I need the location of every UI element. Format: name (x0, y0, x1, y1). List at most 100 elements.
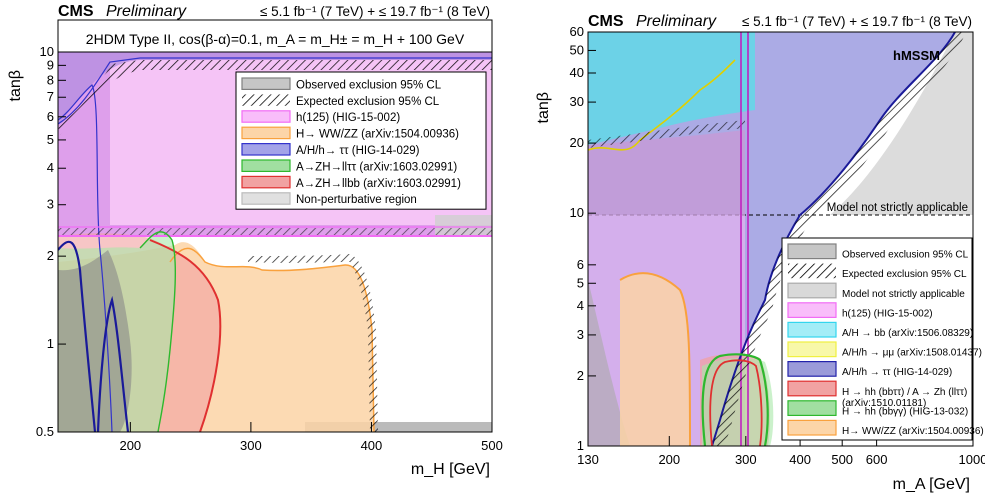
right-legend-label-2: (arXiv:1510.01181) (842, 398, 926, 409)
left-y-tick-label: 1 (47, 336, 54, 351)
left-legend-swatch (241, 126, 291, 140)
left-legend-swatch (242, 94, 290, 106)
right-y-label: tanβ (535, 92, 552, 123)
right-y-tick-label: 30 (570, 94, 584, 109)
left-expected-h125 (58, 228, 492, 236)
left-region-observed (58, 250, 132, 432)
left-x-tick-label: 400 (361, 438, 383, 453)
right-legend-swatch (787, 321, 837, 338)
left-legend-label: A→ZH→llττ (arXiv:1603.02991) (296, 161, 457, 173)
right-plot-regions (588, 32, 973, 446)
left-legend-label: H→ WW/ZZ (arXiv:1504.00936) (296, 129, 459, 141)
right-y-tick-label: 60 (570, 24, 584, 39)
left-curve-tautau-low (58, 240, 130, 432)
right-region-h125-upper (588, 130, 745, 215)
left-legend-swatch (241, 175, 291, 189)
left-curve-tautau-top (58, 57, 492, 125)
right-frame (587, 31, 974, 447)
right-y-tick-label: 6 (577, 257, 584, 272)
right-x-label: m_A [GeV] (893, 476, 970, 493)
right-y-tick-label: 20 (570, 135, 584, 150)
right-curve-hh-red (709, 359, 763, 446)
right-region-bb (588, 32, 755, 145)
right-curve-wwzz (619, 272, 691, 446)
left-x-tick-label: 300 (240, 438, 262, 453)
right-x-tick-label: 300 (735, 452, 757, 467)
left-subtitle: 2HDM Type II, cos(β-α)=0.1, m_A = m_H± =… (86, 31, 465, 47)
left-legend-swatch (241, 77, 291, 90)
left-legend-label: Non-perturbative region (296, 194, 417, 206)
left-y-tick-label: 4 (47, 160, 54, 175)
left-preliminary-label: Preliminary (106, 3, 187, 20)
right-legend-swatch (788, 263, 836, 279)
right-y-tick-label: 10 (570, 205, 584, 220)
right-legend-swatch (787, 361, 837, 377)
right-x-tick-label: 1000 (959, 452, 985, 467)
right-y-tick-label: 4 (577, 298, 584, 313)
left-y-tick-label: 5 (47, 132, 54, 147)
right-curve-hh (701, 353, 769, 446)
left-legend-swatch (241, 110, 291, 123)
right-y-tick-label: 5 (577, 275, 584, 290)
right-y-ticks: 1 2 3 4 5 6 10 20 30 40 50 60 (570, 24, 596, 453)
left-x-tick-label: 500 (481, 438, 503, 453)
left-region-tautau (58, 52, 492, 125)
right-model-note: Model not strictly applicable (827, 202, 968, 214)
left-legend-label: A→ZH→llbb (arXiv:1603.02991) (296, 178, 461, 190)
left-x-label: m_H [GeV] (411, 461, 490, 478)
left-x-ticks: 200 300 400 500 (119, 422, 503, 453)
right-legend-label: A/H → bb (arXiv:1506.08329) (842, 328, 973, 339)
left-legend-swatch (241, 192, 291, 205)
right-scenario-label: hMSSM (893, 48, 940, 63)
left-frame (57, 19, 493, 433)
left-y-tick-label: 2 (47, 248, 54, 263)
right-x-tick-label: 400 (789, 452, 811, 467)
left-curve-lltautau (139, 231, 177, 432)
right-curve-mumu (588, 59, 736, 151)
left-legend: Observed exclusion 95% CL Expected exclus… (235, 71, 487, 210)
right-cms-label: CMS (588, 13, 624, 30)
right-legend: Observed exclusion 95% CL Expected exclus… (781, 237, 984, 441)
right-legend-label: Observed exclusion 95% CL (842, 250, 969, 261)
left-legend-swatch (241, 159, 291, 172)
left-y-tick-label: 6 (47, 109, 54, 124)
right-legend-swatch (787, 282, 837, 299)
left-y-tick-label: 0.5 (36, 424, 54, 439)
right-region-model-low (588, 280, 630, 446)
right-legend-label: A/H/h → ττ (HIG-14-029) (842, 367, 952, 378)
left-lumi-label: ≤ 5.1 fb⁻¹ (7 TeV) + ≤ 19.7 fb⁻¹ (8 TeV) (260, 4, 490, 19)
left-legend-label: h(125) (HIG-15-002) (296, 112, 400, 124)
right-region-wwzz (620, 273, 690, 446)
right-legend-label: Model not strictly applicable (842, 289, 965, 300)
right-region-model (830, 32, 973, 215)
left-cms-label: CMS (58, 3, 94, 20)
left-legend-swatch (241, 143, 291, 156)
left-y-tick-label: 10 (40, 44, 54, 59)
left-x-tick-label: 200 (119, 438, 141, 453)
right-chart: 1 2 3 4 5 6 10 20 30 40 50 60 130 200 300 400 500 600 100… (535, 13, 985, 493)
right-legend-swatch (787, 302, 837, 318)
right-x-tick-label: 600 (866, 452, 888, 467)
right-legend-swatch (787, 419, 837, 436)
right-legend-swatch (787, 243, 837, 260)
left-curve-llbb (149, 239, 222, 432)
right-legend-label: A/H/h → μμ (arXiv:1508.01437) (842, 348, 982, 359)
left-y-tick-label: 8 (47, 72, 54, 87)
right-legend-swatch (787, 400, 837, 416)
right-y-tick-label: 2 (577, 368, 584, 383)
right-x-tick-label: 500 (831, 452, 853, 467)
left-legend-label: Observed exclusion 95% CL (296, 79, 442, 91)
right-legend-label: h(125) (HIG-15-002) (842, 308, 933, 319)
right-legend-swatch (787, 380, 837, 397)
left-y-tick-label: 9 (47, 57, 54, 72)
right-lumi-label: ≤ 5.1 fb⁻¹ (7 TeV) + ≤ 19.7 fb⁻¹ (8 TeV) (742, 14, 972, 29)
right-legend-swatch (787, 341, 837, 358)
left-y-label: tanβ (7, 70, 24, 101)
right-legend-label: Expected exclusion 95% CL (842, 269, 967, 280)
right-y-tick-label: 3 (577, 327, 584, 342)
right-legend-label: H→ WW/ZZ (arXiv:1504.00936) (842, 426, 984, 437)
